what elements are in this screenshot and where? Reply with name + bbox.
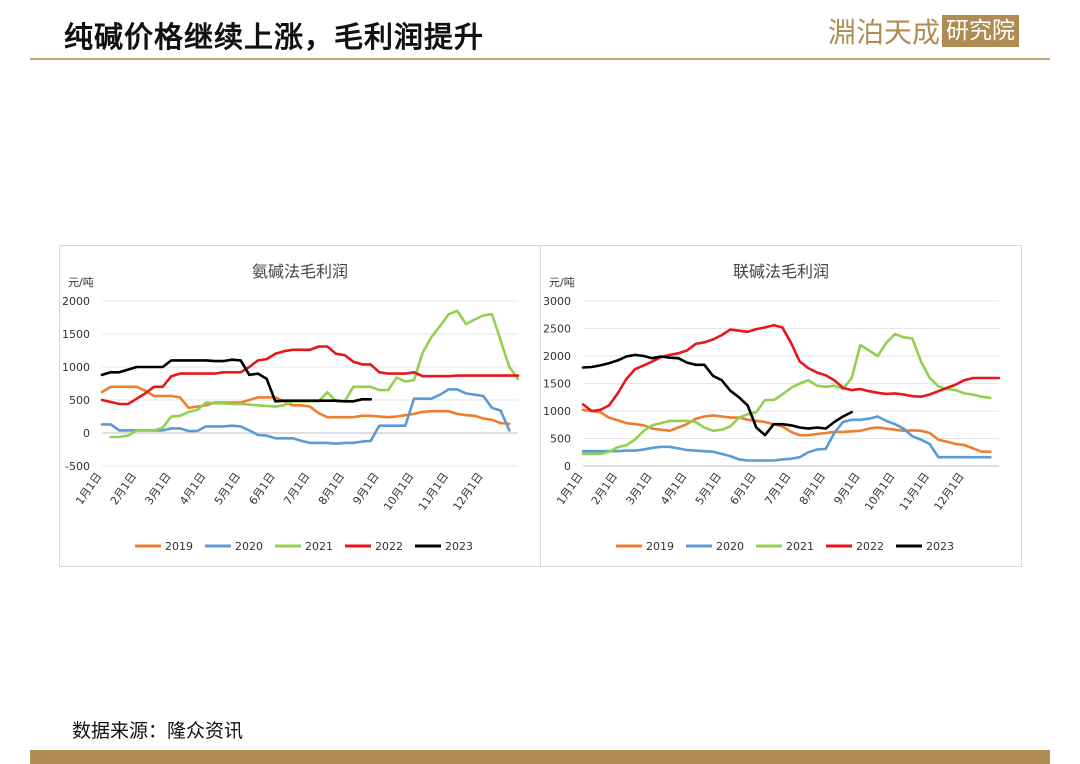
x-tick-label: 11月1日 <box>897 470 932 513</box>
legend-label-2022: 2022 <box>856 540 884 553</box>
legend-label-2020: 2020 <box>235 540 263 553</box>
y-tick-label: 2000 <box>543 350 571 363</box>
legend-label-2020: 2020 <box>716 540 744 553</box>
x-tick-label: 5月1日 <box>212 470 243 507</box>
chart-ammonia-soda-profit: 氨碱法毛利润元/吨 -500 0 500 1000 1500 2000 1月1日 2月1日 3月1… <box>59 245 541 567</box>
y-tick-label: 0 <box>564 460 571 473</box>
logo-text: 淵泊天成 <box>828 16 941 49</box>
x-tick-label: 3月1日 <box>623 470 654 507</box>
brand-logo: 淵泊天成 研究院 <box>828 12 1020 50</box>
y-tick-label: 2500 <box>543 323 571 336</box>
chart-combined-soda-profit: 联碱法毛利润元/吨 0 500 1000 1500 2000 2500 3000 1月1日 2月1… <box>540 245 1022 567</box>
x-tick-label: 10月1日 <box>862 470 897 513</box>
series-line-2022 <box>100 345 520 406</box>
x-tick-label: 9月1日 <box>350 470 381 507</box>
y-tick-label: 500 <box>69 394 90 407</box>
data-source-note: 数据来源：隆众资讯 <box>72 720 244 742</box>
x-tick-label: 4月1日 <box>658 470 689 507</box>
legend-label-2022: 2022 <box>375 540 403 553</box>
chart-title: 氨碱法毛利润 <box>252 262 348 281</box>
x-tick-label: 9月1日 <box>831 470 862 507</box>
y-tick-label: 1000 <box>543 405 571 418</box>
x-tick-label: 7月1日 <box>762 470 793 507</box>
x-tick-label: 4月1日 <box>177 470 208 507</box>
x-tick-label: 12月1日 <box>450 470 485 513</box>
page-title: 纯碱价格继续上涨，毛利润提升 <box>64 20 485 54</box>
x-tick-label: 7月1日 <box>281 470 312 507</box>
y-tick-label: 0 <box>83 427 90 440</box>
x-tick-label: 10月1日 <box>381 470 416 513</box>
x-tick-label: 8月1日 <box>797 470 828 507</box>
y-tick-label: 500 <box>550 433 571 446</box>
y-tick-label: 1500 <box>543 378 571 391</box>
legend-label-2023: 2023 <box>926 540 954 553</box>
series-line-2022 <box>581 323 1001 413</box>
legend-label-2021: 2021 <box>305 540 333 553</box>
y-tick-label: 3000 <box>543 295 571 308</box>
header-divider <box>30 58 1050 60</box>
series-line-2019 <box>100 385 511 426</box>
series-line-2020 <box>581 415 992 462</box>
x-tick-label: 6月1日 <box>246 470 277 507</box>
y-tick-label: 1500 <box>62 328 90 341</box>
x-tick-label: 8月1日 <box>316 470 347 507</box>
x-tick-label: 5月1日 <box>693 470 724 507</box>
chart-title: 联碱法毛利润 <box>733 262 829 281</box>
y-axis-unit: 元/吨 <box>68 276 94 289</box>
legend-label-2019: 2019 <box>165 540 193 553</box>
x-tick-label: 2月1日 <box>589 470 620 507</box>
x-tick-label: 11月1日 <box>416 470 451 513</box>
y-tick-label: 2000 <box>62 295 90 308</box>
x-tick-label: 1月1日 <box>554 470 585 507</box>
series-line-2021 <box>581 332 992 456</box>
series-line-2020 <box>100 388 511 445</box>
y-axis-unit: 元/吨 <box>549 276 575 289</box>
footer-bar <box>30 750 1050 764</box>
x-tick-label: 3月1日 <box>142 470 173 507</box>
x-tick-label: 12月1日 <box>931 470 966 513</box>
legend-label-2023: 2023 <box>445 540 473 553</box>
y-tick-label: 1000 <box>62 361 90 374</box>
x-tick-label: 2月1日 <box>108 470 139 507</box>
series-line-2023 <box>100 358 373 403</box>
series-line-2023 <box>581 353 854 437</box>
x-tick-label: 1月1日 <box>73 470 104 507</box>
legend-label-2021: 2021 <box>786 540 814 553</box>
legend-label-2019: 2019 <box>646 540 674 553</box>
x-tick-label: 6月1日 <box>727 470 758 507</box>
series-line-2019 <box>581 408 992 453</box>
y-tick-label: -500 <box>65 460 90 473</box>
logo-box: 研究院 <box>942 15 1020 47</box>
series-line-2021 <box>109 309 520 439</box>
